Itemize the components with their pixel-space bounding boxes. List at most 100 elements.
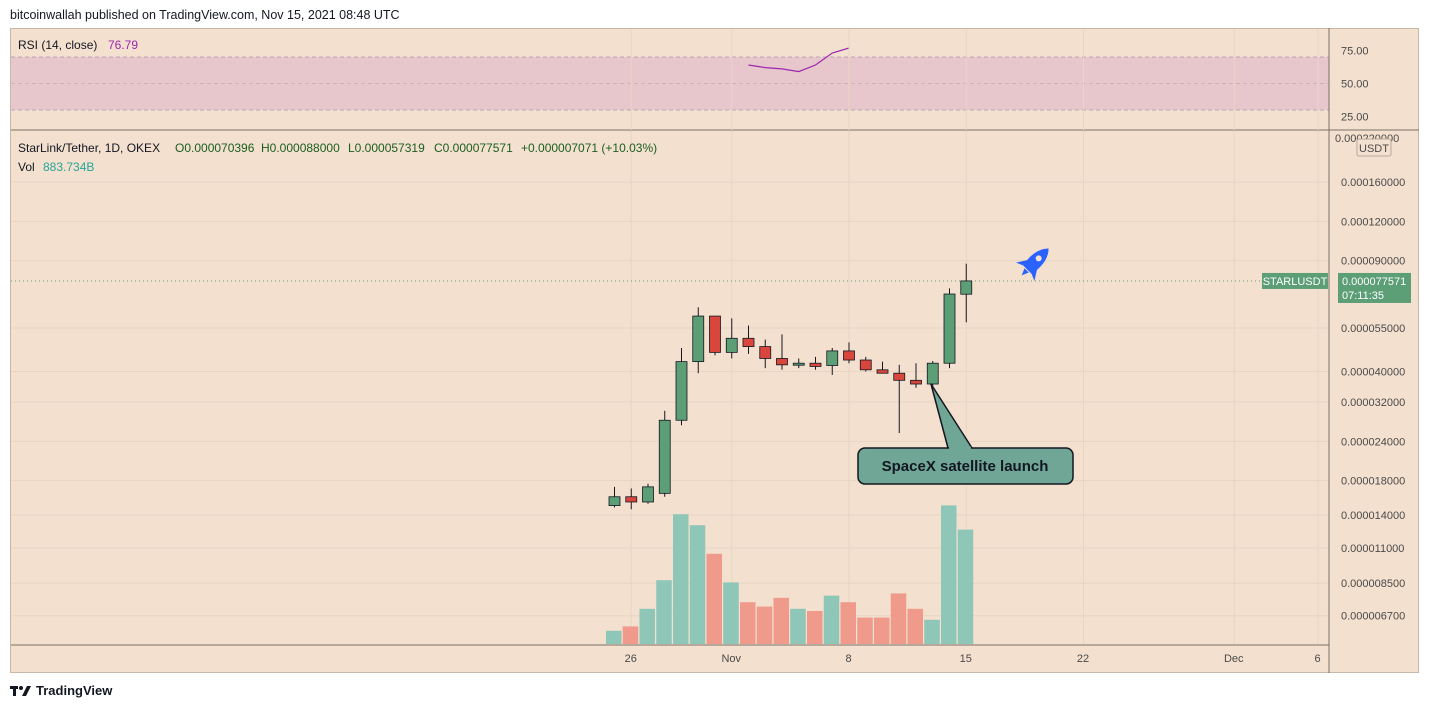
price-tick-label: 0.000120000 [1341, 216, 1405, 228]
volume-bar [924, 619, 940, 644]
time-axis[interactable]: 26 Nov 8 15 22 Dec 6 [625, 653, 1321, 665]
volume-bar [941, 505, 957, 644]
candle [893, 364, 906, 434]
rsi-tick-label: 75.00 [1341, 45, 1369, 57]
candle [709, 315, 721, 356]
time-tick-label: 15 [960, 653, 972, 665]
svg-text:StarLink/Tether, 1D, OKEX: StarLink/Tether, 1D, OKEX O0.000070396 H… [18, 141, 657, 155]
legend-change: +0.000007071 (+10.03%) [521, 141, 657, 155]
price-tick-label: 0.000090000 [1341, 256, 1405, 268]
rsi-axis: 75.00 50.00 25.00 [1341, 45, 1369, 123]
footer-brand: TradingView [36, 683, 113, 698]
volume-bar [874, 617, 890, 644]
candle [859, 356, 872, 372]
legend-close: C0.000077571 [434, 141, 513, 155]
time-tick-label: 6 [1314, 653, 1320, 665]
candle [658, 410, 671, 497]
symbol-tag-label: STARLUSDT [1263, 276, 1328, 288]
candle-body [859, 359, 872, 371]
volume-bar [840, 602, 856, 644]
volume-bars [606, 505, 974, 644]
candle-body [658, 419, 671, 494]
candles [608, 263, 973, 510]
candle [725, 318, 738, 359]
volume-bar [773, 597, 789, 644]
price-tick-label: 0.000008500 [1341, 578, 1405, 590]
candle-body [809, 362, 822, 367]
price-tick-label: 0.000024000 [1341, 436, 1405, 448]
legend-high: H0.000088000 [261, 141, 340, 155]
candle-body [910, 379, 922, 385]
currency-label: USDT [1359, 143, 1389, 155]
candle-body [876, 369, 889, 374]
volume-bar [823, 595, 840, 644]
candle-body [692, 315, 705, 363]
footer[interactable]: TradingView [10, 683, 112, 698]
price-tick-label: 0.000160000 [1341, 177, 1405, 189]
time-tick-label: 8 [845, 653, 851, 665]
volume-bar [622, 626, 639, 644]
candle [792, 358, 805, 369]
rsi-pane: RSI (14, close) 76.79 [11, 38, 1329, 111]
candle [776, 334, 788, 370]
candle-body [943, 293, 956, 364]
publish-header: bitcoinwallah published on TradingView.c… [10, 8, 400, 22]
price-tick-label: 0.000055000 [1341, 323, 1405, 335]
candle [742, 325, 755, 354]
volume-bar [673, 514, 689, 644]
rsi-tick-label: 50.00 [1341, 79, 1369, 91]
grid [11, 29, 1329, 645]
time-tick-label: Nov [721, 653, 741, 665]
candle [876, 361, 889, 374]
candle [642, 483, 654, 504]
candle-body [792, 362, 805, 366]
candle-body [725, 337, 738, 353]
time-tick-label: 22 [1077, 653, 1089, 665]
volume-bar [606, 630, 622, 644]
time-tick-label: 26 [625, 653, 637, 665]
current-price-tag: STARLUSDT 0.000077571 07:11:35 [1262, 272, 1411, 303]
price-tick-label: 0.000011000 [1341, 543, 1404, 555]
volume-bar [689, 525, 706, 644]
rsi-label: RSI (14, close) [18, 38, 97, 52]
volume-bar [807, 611, 823, 644]
candle [692, 307, 705, 374]
rocket-icon [1016, 248, 1049, 281]
price-axis[interactable]: 0.000160000 0.000120000 0.000090000 0.00005… [1341, 177, 1405, 623]
volume-bar [957, 529, 974, 644]
currency-box[interactable] [1356, 138, 1392, 157]
volume-bar [890, 593, 907, 644]
rsi-tick-label: 25.00 [1341, 112, 1369, 124]
candle [625, 488, 638, 510]
candle-body [960, 280, 973, 295]
volume-bar [857, 617, 873, 644]
legend-open: O0.000070396 [175, 141, 255, 155]
volume-bar [639, 608, 655, 644]
price-tick-label: 0.000014000 [1341, 510, 1405, 522]
candle-body [642, 486, 654, 503]
volume-bar [723, 582, 739, 644]
candle-body [759, 346, 772, 359]
price-tick-label: 0.000018000 [1341, 476, 1405, 488]
candle-body [926, 362, 939, 385]
candle-body [608, 496, 621, 506]
candle [960, 263, 973, 323]
candle [943, 288, 956, 369]
candle-body [709, 315, 721, 353]
volume-bar [656, 580, 672, 644]
candle-body [826, 350, 839, 366]
volume-bar [790, 608, 806, 644]
legend: StarLink/Tether, 1D, OKEX O0.000070396 H… [18, 141, 657, 174]
legend-vol-label: Vol [18, 160, 35, 174]
price-tick-label: 0.000040000 [1341, 366, 1405, 378]
callout-text: SpaceX satellite launch [882, 458, 1049, 475]
symbol-tag [1262, 272, 1328, 289]
candle-body [843, 350, 855, 361]
candle [608, 486, 621, 508]
price-tag-countdown: 07:11:35 [1342, 290, 1384, 302]
annotation-callout[interactable]: SpaceX satellite launch [857, 383, 1074, 485]
price-tick-label: 0.000032000 [1341, 397, 1405, 409]
time-tick-label: Dec [1224, 653, 1244, 665]
candle [843, 342, 855, 364]
